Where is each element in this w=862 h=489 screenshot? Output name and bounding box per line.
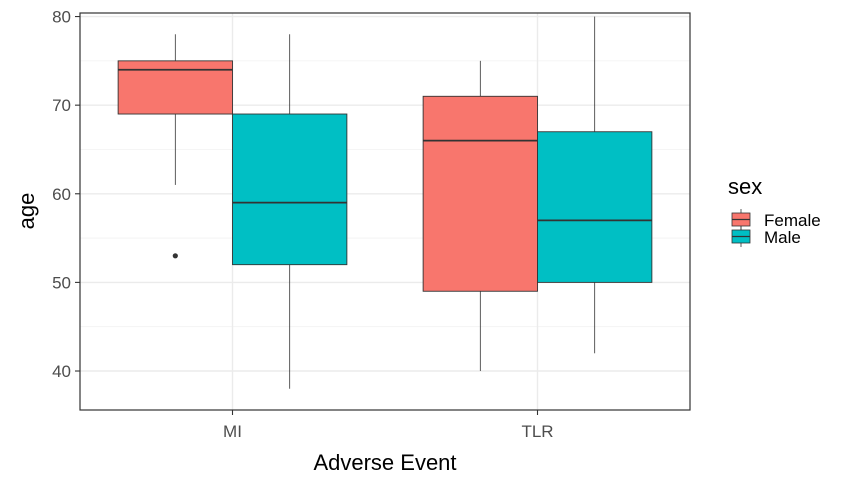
y-axis-title: age: [14, 193, 39, 230]
box-mi-female: [117, 34, 233, 259]
legend-label: Male: [764, 228, 801, 247]
legend-title: sex: [728, 174, 762, 199]
y-tick-label: 60: [52, 185, 71, 204]
x-axis-title: Adverse Event: [313, 450, 456, 475]
y-tick-label: 50: [52, 273, 71, 292]
plot-panel-border: [79, 12, 691, 411]
box-iqr: [232, 113, 348, 266]
legend-label: Female: [764, 211, 821, 230]
box-tlr-male: [537, 16, 653, 354]
box-mi-male: [232, 34, 348, 389]
box-iqr: [422, 95, 538, 292]
y-tick-label: 70: [52, 96, 71, 115]
x-tick-label: MI: [223, 422, 242, 441]
legend-key-male: [731, 226, 751, 247]
box-layer: [117, 16, 653, 389]
outlier-point: [172, 253, 178, 259]
legend-key-female: [731, 209, 751, 230]
box-tlr-female: [422, 60, 538, 372]
x-axis: MI TLR: [223, 410, 554, 441]
box-iqr: [537, 131, 653, 283]
y-tick-label: 40: [52, 362, 71, 381]
x-tick-label: TLR: [521, 422, 553, 441]
y-axis: 40 50 60 70 80: [52, 8, 80, 381]
y-tick-label: 80: [52, 8, 71, 27]
